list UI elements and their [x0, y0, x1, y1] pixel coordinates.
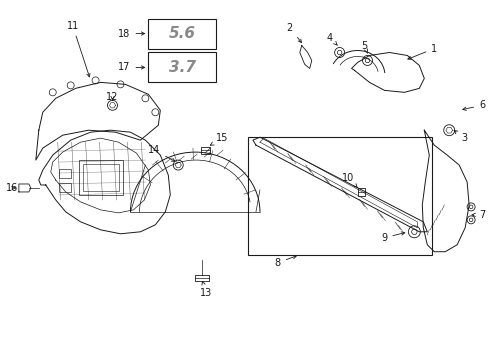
Text: 9: 9 [381, 232, 404, 243]
Bar [195, 275, 209, 280]
Text: 3.7: 3.7 [168, 60, 195, 75]
Text: 10: 10 [342, 173, 357, 188]
Text: 17: 17 [118, 62, 144, 72]
Text: 18: 18 [118, 28, 144, 39]
Text: 14: 14 [148, 145, 175, 161]
Text: 7: 7 [471, 210, 485, 220]
Text: 5: 5 [361, 41, 367, 53]
Bar [247, 137, 431, 255]
Text: 8: 8 [274, 256, 296, 268]
Bar [148, 53, 216, 82]
Bar [59, 183, 71, 192]
Bar [79, 160, 123, 195]
Bar [200, 147, 209, 154]
Bar [148, 19, 216, 49]
Text: 11: 11 [66, 21, 90, 77]
Text: 12: 12 [106, 92, 119, 102]
Text: 3: 3 [453, 130, 467, 143]
Text: 4: 4 [326, 32, 337, 45]
Text: 2: 2 [286, 23, 301, 42]
Text: 16: 16 [6, 183, 18, 193]
Bar [82, 164, 119, 191]
Text: 13: 13 [200, 282, 212, 298]
Bar [357, 188, 364, 196]
Text: 15: 15 [210, 133, 228, 145]
Text: 6: 6 [462, 100, 484, 111]
Text: 5.6: 5.6 [168, 26, 195, 41]
Text: 1: 1 [407, 44, 436, 59]
Bar [59, 169, 71, 178]
